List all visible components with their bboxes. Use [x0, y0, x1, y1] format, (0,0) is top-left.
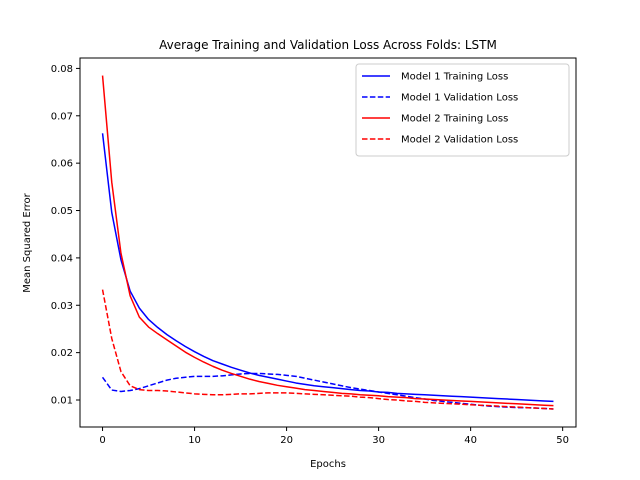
chart-title: Average Training and Validation Loss Acr…: [159, 38, 497, 52]
x-tick-label: 50: [556, 435, 569, 446]
x-tick-label: 20: [280, 435, 293, 446]
series-line-2: [101, 372, 554, 410]
axes-frame: [79, 57, 577, 428]
y-tick-label: 0.02: [51, 348, 73, 359]
series-line-1: [101, 133, 554, 403]
legend-label: Model 1 Validation Loss: [401, 93, 518, 104]
x-tick-label: 0: [99, 435, 105, 446]
y-axis-ticks: 0.01 0.02 0.03 0.04 0.05 0.06 0.07 0.08: [51, 64, 80, 407]
x-tick-label: 30: [372, 435, 385, 446]
legend-label: Model 2 Training Loss: [401, 114, 508, 125]
series-line-3: [101, 75, 554, 407]
legend-box: [355, 63, 570, 157]
x-axis-title: Epochs: [310, 459, 346, 470]
legend-label: Model 2 Validation Loss: [401, 135, 518, 146]
y-tick-label: 0.03: [51, 301, 73, 312]
y-tick-label: 0.01: [51, 396, 73, 407]
y-tick-label: 0.06: [51, 159, 73, 170]
x-tick-label: 40: [464, 435, 477, 446]
y-tick-label: 0.07: [51, 111, 73, 122]
y-tick-label: 0.04: [51, 253, 73, 264]
x-axis-ticks: 0 10 20 30 40 50: [99, 427, 569, 446]
series-layer: [101, 75, 554, 410]
legend: Model 1 Training Loss Model 1 Validation …: [355, 63, 570, 157]
x-tick-label: 10: [188, 435, 201, 446]
y-tick-label: 0.05: [51, 206, 73, 217]
series-line-4: [101, 289, 554, 410]
y-axis-title: Mean Squared Error: [22, 192, 33, 292]
y-tick-label: 0.08: [51, 64, 73, 75]
legend-label: Model 1 Training Loss: [401, 72, 508, 83]
